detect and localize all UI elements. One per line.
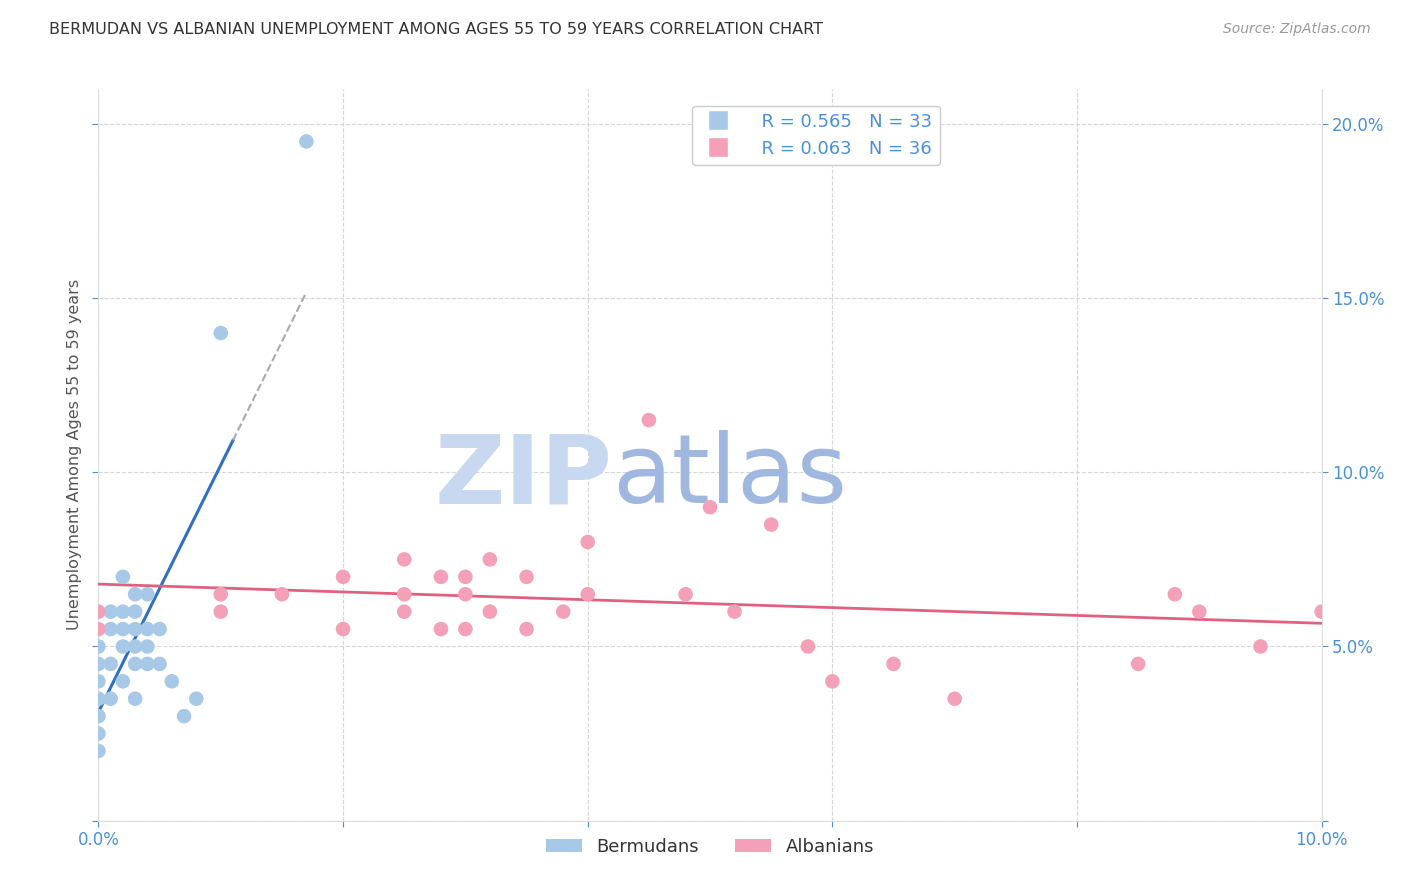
Point bbox=[136, 587, 159, 601]
Point bbox=[136, 622, 159, 636]
Point bbox=[87, 709, 110, 723]
Point bbox=[111, 640, 134, 654]
Point bbox=[430, 570, 453, 584]
Point bbox=[516, 622, 538, 636]
Point bbox=[87, 691, 110, 706]
Point bbox=[186, 691, 208, 706]
Point bbox=[576, 587, 599, 601]
Point bbox=[87, 605, 110, 619]
Point bbox=[759, 517, 782, 532]
Text: atlas: atlas bbox=[612, 430, 848, 524]
Point bbox=[209, 605, 232, 619]
Point bbox=[332, 622, 354, 636]
Point bbox=[454, 570, 477, 584]
Point bbox=[392, 552, 416, 566]
Point bbox=[160, 674, 183, 689]
Point bbox=[478, 552, 501, 566]
Point bbox=[699, 500, 721, 515]
Point bbox=[100, 657, 122, 671]
Point bbox=[209, 326, 232, 340]
Point bbox=[111, 605, 134, 619]
Point bbox=[136, 657, 159, 671]
Point bbox=[637, 413, 661, 427]
Point bbox=[332, 570, 354, 584]
Point bbox=[883, 657, 905, 671]
Point bbox=[1188, 605, 1211, 619]
Point bbox=[124, 691, 146, 706]
Point bbox=[943, 691, 966, 706]
Point bbox=[209, 587, 232, 601]
Text: ZIP: ZIP bbox=[434, 430, 612, 524]
Point bbox=[136, 640, 159, 654]
Point bbox=[87, 622, 110, 636]
Point bbox=[111, 674, 134, 689]
Point bbox=[87, 674, 110, 689]
Legend: Bermudans, Albanians: Bermudans, Albanians bbox=[538, 830, 882, 863]
Text: Source: ZipAtlas.com: Source: ZipAtlas.com bbox=[1223, 22, 1371, 37]
Point bbox=[124, 640, 146, 654]
Point bbox=[124, 605, 146, 619]
Point bbox=[87, 657, 110, 671]
Point bbox=[675, 587, 697, 601]
Point bbox=[295, 135, 318, 149]
Point bbox=[1164, 587, 1187, 601]
Point bbox=[124, 657, 146, 671]
Point bbox=[1249, 640, 1271, 654]
Point bbox=[576, 535, 599, 549]
Point bbox=[821, 674, 844, 689]
Point bbox=[87, 726, 110, 740]
Point bbox=[454, 622, 477, 636]
Point bbox=[100, 691, 122, 706]
Point bbox=[430, 622, 453, 636]
Text: BERMUDAN VS ALBANIAN UNEMPLOYMENT AMONG AGES 55 TO 59 YEARS CORRELATION CHART: BERMUDAN VS ALBANIAN UNEMPLOYMENT AMONG … bbox=[49, 22, 823, 37]
Point bbox=[173, 709, 195, 723]
Point bbox=[111, 622, 134, 636]
Point bbox=[478, 605, 501, 619]
Point bbox=[1310, 605, 1333, 619]
Point bbox=[149, 657, 172, 671]
Point bbox=[454, 587, 477, 601]
Point bbox=[516, 570, 538, 584]
Point bbox=[124, 622, 146, 636]
Point bbox=[124, 587, 146, 601]
Point bbox=[270, 587, 292, 601]
Point bbox=[392, 605, 416, 619]
Point bbox=[797, 640, 820, 654]
Point bbox=[1128, 657, 1150, 671]
Point bbox=[111, 570, 134, 584]
Y-axis label: Unemployment Among Ages 55 to 59 years: Unemployment Among Ages 55 to 59 years bbox=[66, 279, 82, 631]
Point bbox=[87, 640, 110, 654]
Point bbox=[87, 744, 110, 758]
Point bbox=[723, 605, 745, 619]
Point bbox=[392, 587, 416, 601]
Point bbox=[553, 605, 575, 619]
Point bbox=[100, 622, 122, 636]
Point bbox=[149, 622, 172, 636]
Point bbox=[100, 605, 122, 619]
